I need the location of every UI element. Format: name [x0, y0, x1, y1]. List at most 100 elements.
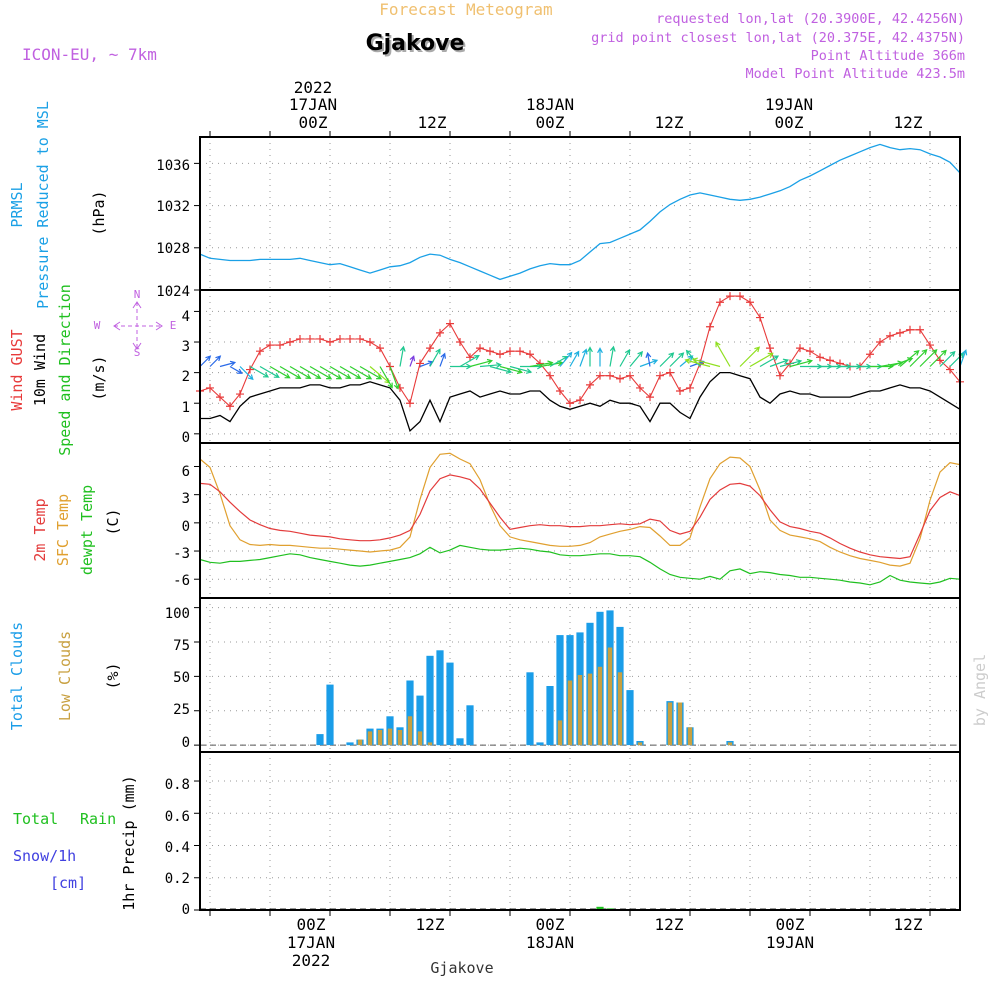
temp-tick-label: 0	[182, 519, 190, 535]
gust-marker	[806, 347, 814, 356]
gust-marker	[866, 350, 874, 359]
gust-marker	[496, 350, 504, 359]
precip-tick-label: 0.2	[165, 871, 190, 887]
gust-marker	[616, 374, 624, 383]
bottom-hour-label: 00Z	[776, 915, 805, 934]
cloud-label-total: Total Clouds	[8, 622, 26, 730]
gust-marker	[626, 371, 634, 380]
gust-marker	[736, 292, 744, 301]
wind-compass: N S W E	[94, 288, 177, 359]
wind-direction-arrow	[439, 352, 446, 367]
pressure-tick-label: 1024	[156, 284, 190, 300]
wind-tick-label: 1	[182, 400, 190, 416]
wind-direction-arrow	[309, 365, 333, 380]
low-cloud-bar	[427, 742, 433, 746]
wind-direction-arrow	[289, 365, 312, 379]
low-cloud-bar	[727, 742, 733, 746]
wind-direction-arrow	[929, 349, 947, 367]
precip-labels: Total Rain Snow/1h [cm] 1hr Precip (mm)	[13, 775, 138, 910]
wind-direction-arrow	[684, 358, 711, 368]
gust-marker	[666, 368, 674, 377]
wind-10m-wind-line	[200, 371, 961, 432]
wind-direction-arrow	[359, 365, 383, 380]
cloud-tick-label: 0	[182, 735, 190, 751]
wind-direction-arrow	[899, 349, 920, 367]
gust-marker	[726, 292, 734, 301]
gust-marker	[766, 344, 774, 353]
point-altitude: Point Altitude 366m	[811, 48, 965, 64]
top-hour-labels: 00Z 12Z 00Z 12Z 00Z 12Z	[299, 113, 923, 132]
wind-direction-arrow	[339, 365, 362, 379]
chart-title: Forecast Meteogram	[379, 0, 552, 19]
gust-marker	[446, 319, 454, 328]
gust-marker	[316, 334, 324, 343]
wind-direction-arrow	[579, 348, 588, 367]
wind-labels: Wind GUST 10m Wind Speed and Direction (…	[8, 284, 108, 456]
wind-direction-arrow	[299, 365, 322, 379]
bottom-hour-label: 12Z	[416, 915, 445, 934]
top-hour-label: 00Z	[536, 113, 565, 132]
gust-marker	[256, 347, 264, 356]
wind-direction-arrow	[609, 345, 616, 367]
temp-tick-label: -3	[173, 546, 190, 562]
wind-wind-gust-line	[199, 295, 961, 408]
gust-marker	[326, 338, 334, 347]
gust-marker	[466, 353, 474, 362]
wind-direction-arrow	[909, 349, 928, 367]
total-cloud-bar	[436, 650, 444, 746]
wind-tick-label: 3	[182, 339, 190, 355]
cloud-labels: Total Clouds Low Clouds (%)	[8, 622, 122, 730]
gust-marker	[306, 334, 314, 343]
gust-marker	[796, 344, 804, 353]
precip-label-total: Total	[13, 810, 58, 828]
wind-direction-arrow	[645, 351, 652, 367]
compass-s: S	[134, 346, 141, 359]
precip-tick-label: 0	[182, 902, 190, 918]
compass-w: W	[94, 319, 101, 332]
total-cloud-bar	[426, 655, 434, 746]
model-label: ICON-EU, ~ 7km	[22, 45, 157, 64]
total-cloud-bar	[346, 742, 354, 746]
gust-marker	[336, 334, 344, 343]
cloud-tick-label: 100	[165, 606, 190, 622]
bottom-day-label: 19JAN	[766, 933, 814, 952]
wind-tick-label: 2	[182, 369, 190, 385]
gust-marker	[486, 347, 494, 356]
wind-label-gust: Wind GUST	[8, 329, 26, 410]
precip-unit: 1hr Precip (mm)	[120, 775, 138, 910]
gust-marker	[896, 328, 904, 337]
cloud-tick-label: 75	[173, 638, 190, 654]
gust-marker	[286, 338, 294, 347]
cloud-tick-labels: 0 25 50 75 100	[165, 606, 190, 751]
gust-marker	[746, 298, 754, 307]
wind-direction-arrow	[639, 359, 659, 368]
gust-marker	[586, 380, 594, 389]
wind-direction-arrow	[479, 362, 502, 368]
gust-marker	[906, 325, 914, 334]
precip-panel-frame	[199, 751, 961, 911]
total-cloud-bar	[406, 680, 414, 746]
precip-tick-label: 0.6	[165, 809, 190, 825]
temp-dewpt-temp-line	[199, 544, 961, 586]
pressure-label-msl: Pressure Reduced to MSL	[34, 101, 52, 309]
temp-unit: (C)	[104, 508, 122, 535]
panel-frames	[194, 131, 961, 916]
wind-direction-arrow	[209, 355, 222, 367]
gust-marker	[876, 338, 884, 347]
gust-marker	[526, 350, 534, 359]
cloud-tick-label: 25	[173, 702, 190, 718]
gust-marker	[506, 347, 514, 356]
low-cloud-bar	[607, 647, 613, 746]
wind-direction-arrow	[269, 365, 291, 379]
low-cloud-bar	[677, 702, 683, 746]
gust-marker	[686, 383, 694, 392]
compass-e: E	[170, 319, 177, 332]
gust-marker	[656, 371, 664, 380]
wind-direction-arrow	[939, 350, 956, 367]
gust-marker	[886, 331, 894, 340]
low-cloud-bar	[637, 742, 643, 746]
total-cloud-bar	[536, 742, 544, 746]
temp-2m-temp-line	[199, 474, 961, 560]
gust-marker	[236, 390, 244, 399]
cloud-tick-label: 50	[173, 670, 190, 686]
